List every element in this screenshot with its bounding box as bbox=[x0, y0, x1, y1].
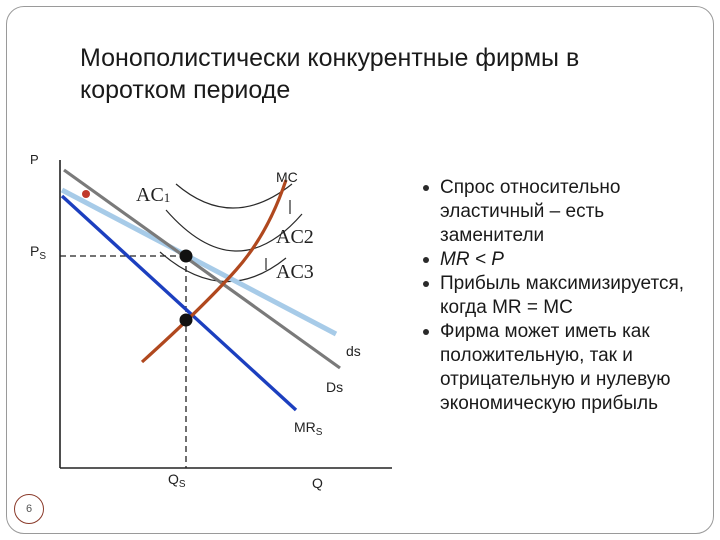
bullet-dot-icon bbox=[423, 281, 429, 287]
mr-mc-intersection-point bbox=[179, 313, 193, 327]
qs-label: QS bbox=[168, 471, 186, 490]
bullet-item: MR < P bbox=[418, 248, 708, 272]
ac2-curve bbox=[165, 209, 303, 252]
bullet-dot-icon bbox=[423, 185, 429, 191]
q-axis-label: Q bbox=[312, 475, 323, 491]
bullet-list: Спрос относительно эластичный – есть зам… bbox=[418, 176, 708, 416]
big-ds-demand-line bbox=[63, 168, 341, 370]
ps-label: PS bbox=[30, 243, 46, 262]
ac1-label: AC1 bbox=[136, 184, 170, 206]
ds-demand-line bbox=[60, 187, 338, 337]
bullet-dot-icon bbox=[423, 257, 429, 263]
bullet-item: Спрос относительно эластичный – есть зам… bbox=[418, 176, 708, 248]
mrs-line bbox=[60, 194, 298, 412]
bullet-dot-icon bbox=[423, 329, 429, 335]
slide-frame bbox=[6, 6, 714, 534]
mrs-label: MRS bbox=[294, 419, 323, 438]
bullet-item: Прибыль максимизируется, когда MR = MC bbox=[418, 272, 708, 320]
ac2-label: AC2 bbox=[276, 226, 314, 248]
mc-label: MC bbox=[276, 169, 298, 185]
ds-big-label: Ds bbox=[326, 379, 343, 395]
ac1-curve bbox=[175, 183, 293, 209]
bullet-item: Фирма может иметь как положительную, так… bbox=[418, 320, 708, 416]
mc-curve bbox=[140, 179, 288, 364]
page-number: 6 bbox=[14, 494, 44, 524]
ac3-label: AC3 bbox=[276, 261, 314, 283]
equilibrium-price-point bbox=[179, 249, 193, 263]
red-marker bbox=[82, 190, 90, 198]
p-axis-label: P bbox=[30, 152, 39, 167]
slide-title: Монополистически конкурентные фирмы в ко… bbox=[80, 44, 580, 104]
ds-small-label: ds bbox=[346, 343, 361, 359]
